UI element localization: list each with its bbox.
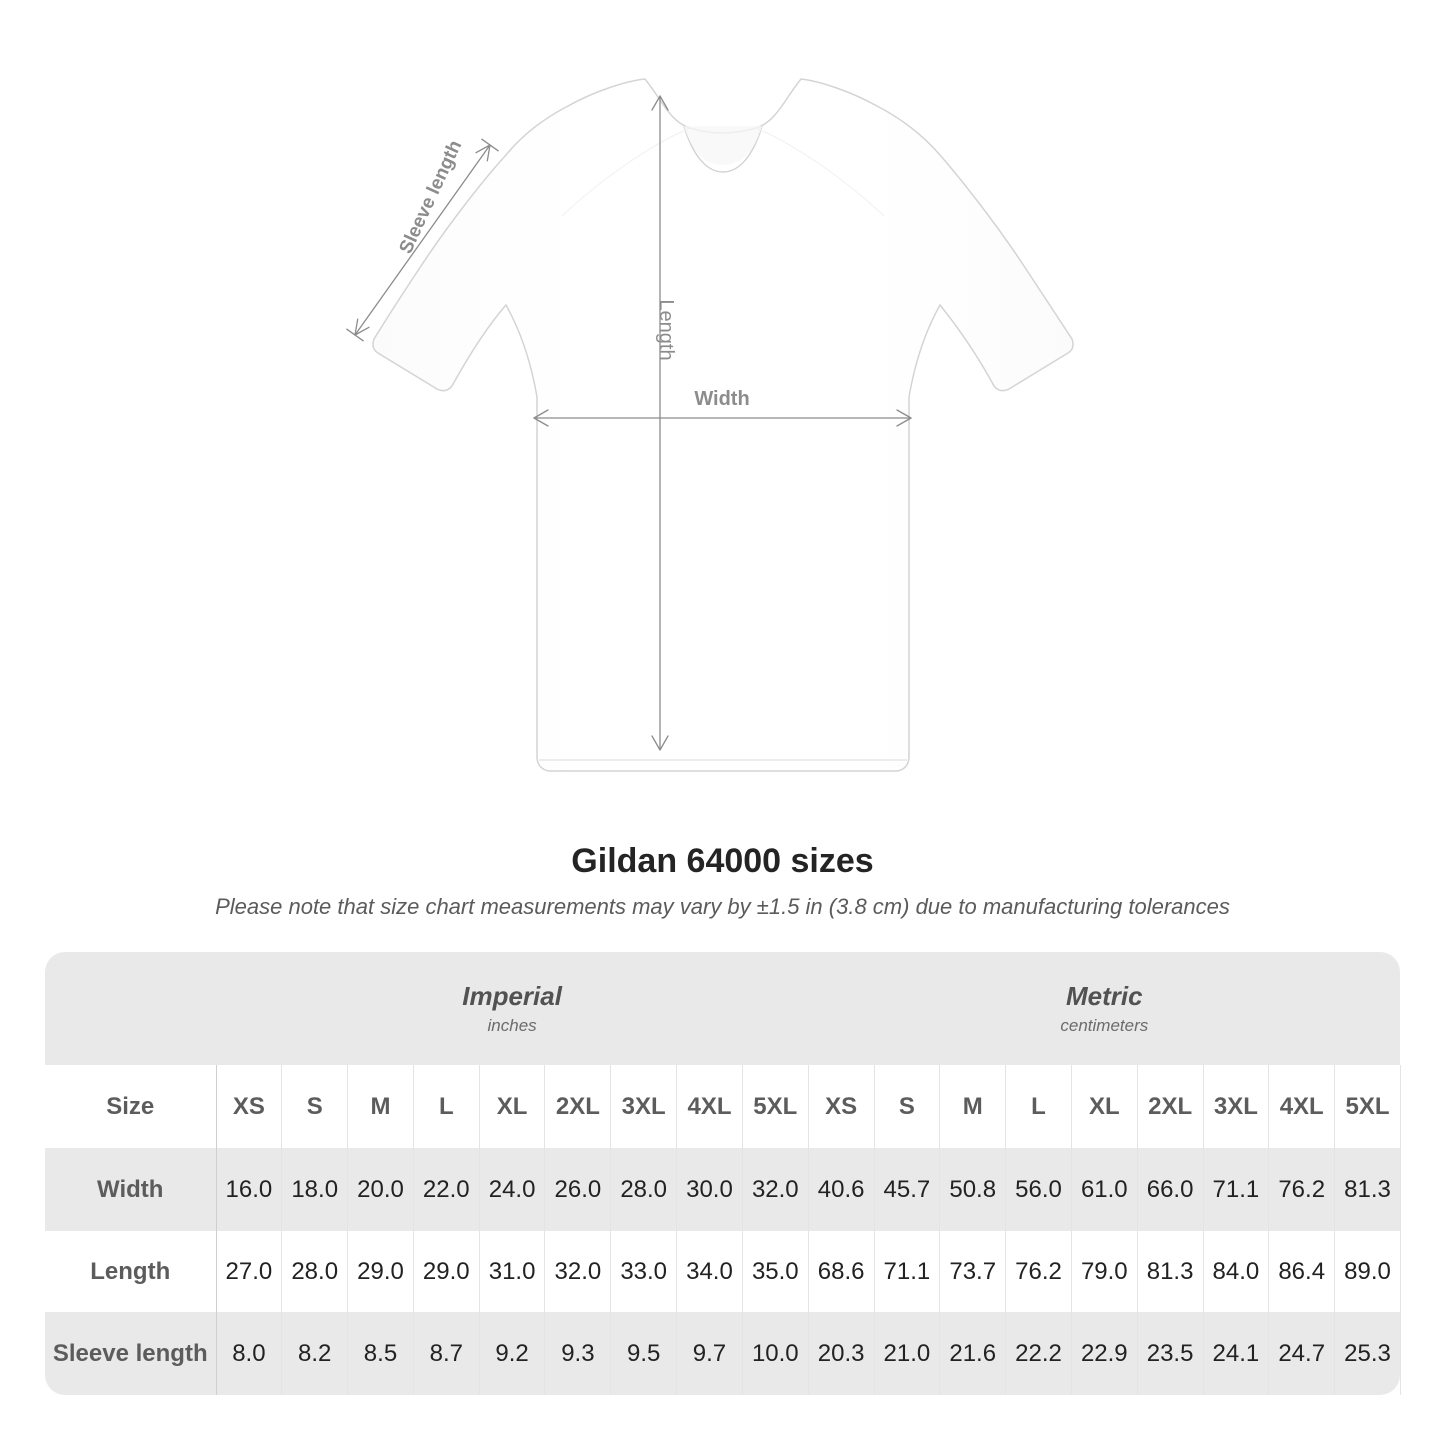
svg-text:Width: Width xyxy=(694,388,749,410)
svg-text:Length: Length xyxy=(655,299,677,360)
